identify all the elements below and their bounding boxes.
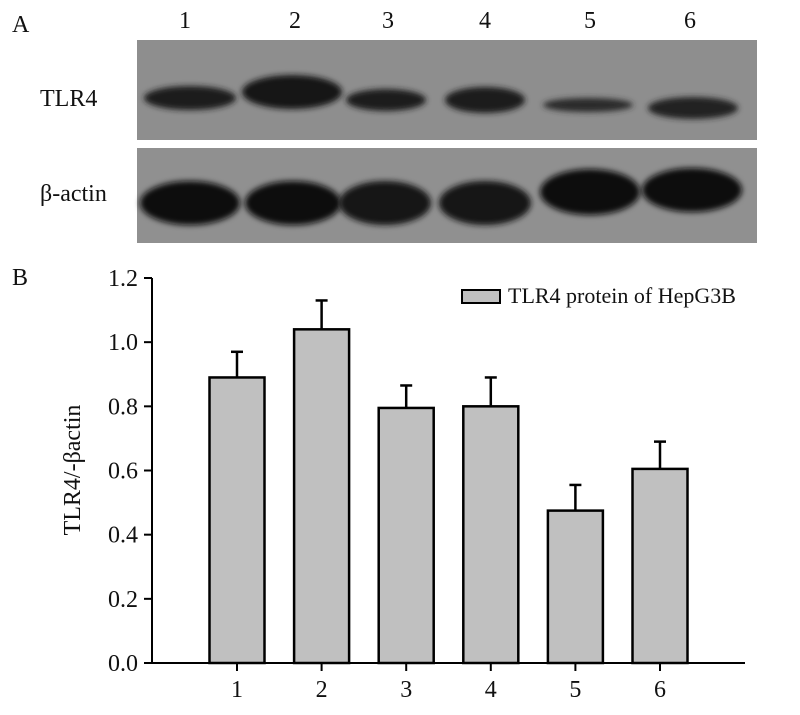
bar: [208, 376, 266, 665]
bar: [631, 467, 689, 665]
row-label: TLR4: [40, 86, 97, 112]
y-tick-label: 0.0: [108, 651, 138, 677]
y-tick-label: 0.2: [108, 587, 138, 613]
lane-label: 4: [479, 8, 491, 34]
lane-label: 6: [684, 8, 696, 34]
bar: [462, 405, 520, 665]
panel-label: B: [12, 265, 28, 291]
x-tick-label: 6: [654, 677, 666, 703]
y-tick-label: 0.6: [108, 459, 138, 485]
x-tick-label: 4: [485, 677, 497, 703]
lane-label: 2: [289, 8, 301, 34]
bar: [377, 406, 435, 665]
x-tick-label: 3: [400, 677, 412, 703]
bar: [292, 328, 351, 665]
legend-swatch: [461, 289, 501, 304]
lane-label: 5: [584, 8, 596, 34]
row-label: β-actin: [40, 181, 107, 207]
y-tick-label: 0.4: [108, 523, 138, 549]
bar: [546, 509, 605, 665]
lane-label: 3: [382, 8, 394, 34]
y-tick-label: 0.8: [108, 394, 138, 420]
legend-label: TLR4 protein of HepG3B: [508, 283, 736, 308]
x-tick-label: 1: [231, 677, 243, 703]
panel-label: A: [12, 12, 30, 38]
x-tick-label: 5: [569, 677, 581, 703]
y-tick-label: 1.2: [108, 266, 138, 292]
y-axis-label: TLR4/-βactin: [60, 405, 86, 536]
blot-actin: [137, 148, 757, 243]
y-tick-label: 1.0: [108, 330, 138, 356]
lane-label: 1: [179, 8, 191, 34]
x-tick-label: 2: [316, 677, 328, 703]
blot-tlr4: [137, 40, 757, 140]
